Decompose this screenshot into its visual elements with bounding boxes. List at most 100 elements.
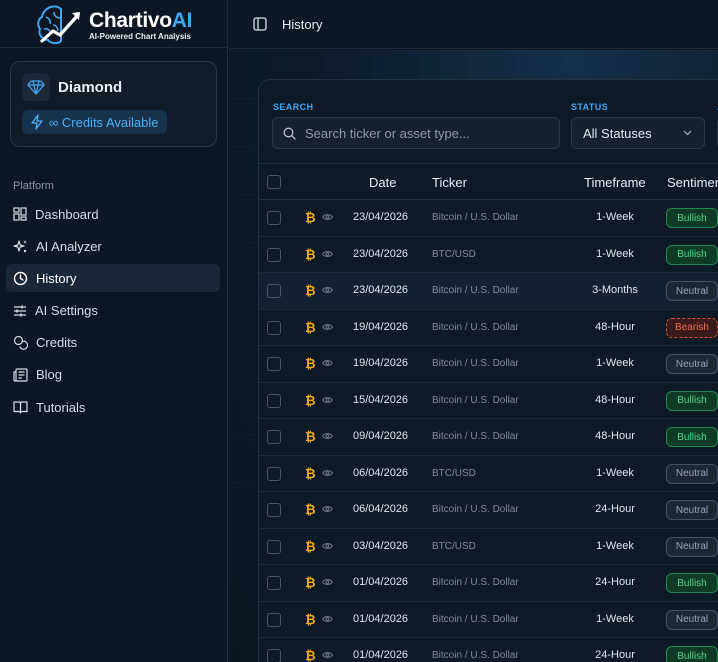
- column-header-timeframe[interactable]: Timeframe: [584, 175, 646, 190]
- column-header-date[interactable]: Date: [369, 175, 397, 190]
- sidebar-item-dashboard[interactable]: Dashboard: [6, 200, 220, 228]
- table-row[interactable]: ₿ 15/04/2026 Bitcoin / U.S. Dollar 48-Hour B…: [259, 383, 718, 419]
- brand-tagline: AI-Powered Chart Analysis: [89, 32, 191, 41]
- column-header-ticker[interactable]: Ticker: [432, 175, 467, 190]
- table-row[interactable]: ₿ 23/04/2026 BTC/USD 1-Week Bullish: [259, 237, 718, 273]
- page-title: History: [282, 17, 323, 32]
- table-row[interactable]: ₿ 06/04/2026 BTC/USD 1-Week Neutral: [259, 456, 718, 492]
- table-row[interactable]: ₿ 19/04/2026 Bitcoin / U.S. Dollar 48-Hour B…: [259, 310, 718, 346]
- row-timeframe: 48-Hour: [595, 320, 635, 333]
- table-row[interactable]: ₿ 03/04/2026 BTC/USD 1-Week Neutral: [259, 529, 718, 565]
- row-checkbox[interactable]: [267, 466, 281, 481]
- row-checkbox[interactable]: [267, 393, 281, 408]
- sidebar-item-ai-analyzer[interactable]: AI Analyzer: [6, 232, 220, 260]
- row-checkbox[interactable]: [267, 284, 281, 298]
- sidebar-item-label: Credits: [36, 335, 78, 351]
- sidebar-item-history[interactable]: History: [6, 264, 220, 293]
- search-input[interactable]: [305, 118, 555, 148]
- row-checkbox[interactable]: [267, 612, 281, 627]
- row-checkbox[interactable]: [267, 539, 281, 554]
- row-checkbox[interactable]: [267, 211, 281, 225]
- row-checkbox[interactable]: [267, 576, 281, 590]
- eye-icon[interactable]: [322, 286, 333, 294]
- row-ticker: BTC/USD: [432, 248, 476, 260]
- search-field[interactable]: [272, 117, 560, 149]
- sidebar-item-label: Tutorials: [36, 399, 86, 415]
- eye-icon[interactable]: [322, 250, 333, 258]
- brand-name: ChartivoAI: [89, 9, 193, 32]
- row-ticker: Bitcoin / U.S. Dollar: [432, 650, 519, 661]
- row-timeframe: 24-Hour: [595, 649, 635, 661]
- eye-icon[interactable]: [322, 396, 333, 404]
- logo-area[interactable]: ChartivoAI AI-Powered Chart Analysis: [0, 0, 228, 48]
- row-ticker: Bitcoin / U.S. Dollar: [432, 321, 519, 333]
- sidebar-item-blog[interactable]: Blog: [6, 361, 220, 389]
- select-all-checkbox[interactable]: [267, 175, 281, 189]
- row-timeframe: 48-Hour: [595, 393, 635, 406]
- table-header: Date Ticker Timeframe Sentiment: [259, 164, 718, 200]
- row-checkbox[interactable]: [267, 649, 281, 662]
- sentiment-badge: Neutral: [666, 354, 718, 374]
- status-select[interactable]: All Statuses: [571, 117, 705, 149]
- bitcoin-icon: ₿: [305, 210, 316, 225]
- row-timeframe: 3-Months: [592, 284, 638, 296]
- row-ticker: Bitcoin / U.S. Dollar: [432, 431, 519, 442]
- sliders-icon: [14, 305, 26, 317]
- bitcoin-icon: ₿: [305, 502, 316, 517]
- eye-icon[interactable]: [322, 432, 333, 440]
- coins-icon: [13, 336, 28, 351]
- eye-icon[interactable]: [322, 578, 333, 586]
- bitcoin-icon: ₿: [305, 575, 316, 590]
- table-row[interactable]: ₿ 23/04/2026 Bitcoin / U.S. Dollar 1-Week Bu…: [259, 200, 718, 237]
- row-ticker: Bitcoin / U.S. Dollar: [432, 285, 519, 296]
- brain-chart-logo-icon: [37, 5, 80, 45]
- eye-icon[interactable]: [322, 213, 333, 221]
- sentiment-badge: Bullish: [666, 208, 718, 228]
- eye-icon[interactable]: [322, 323, 333, 331]
- search-icon: [283, 127, 296, 140]
- row-checkbox[interactable]: [267, 247, 281, 262]
- row-timeframe: 24-Hour: [595, 503, 635, 515]
- row-timeframe: 1-Week: [596, 539, 634, 552]
- row-timeframe: 24-Hour: [595, 576, 635, 588]
- row-checkbox[interactable]: [267, 320, 281, 335]
- row-timeframe: 48-Hour: [595, 430, 635, 442]
- sidebar-item-label: History: [36, 270, 77, 286]
- table-row[interactable]: ₿ 01/04/2026 Bitcoin / U.S. Dollar 24-Hour B…: [259, 638, 718, 662]
- sidebar-toggle-icon[interactable]: [253, 17, 267, 31]
- eye-icon[interactable]: [322, 542, 333, 550]
- row-checkbox[interactable]: [267, 430, 281, 444]
- sidebar-item-tutorials[interactable]: Tutorials: [6, 393, 220, 421]
- sentiment-badge: Bullish: [666, 573, 718, 593]
- credits-label: ∞ Credits Available: [49, 114, 159, 130]
- sidebar-item-ai-settings[interactable]: AI Settings: [6, 297, 220, 325]
- sentiment-badge: Bullish: [666, 427, 718, 447]
- table-row[interactable]: ₿ 01/04/2026 Bitcoin / U.S. Dollar 1-Week Ne…: [259, 602, 718, 638]
- credits-badge[interactable]: ∞ Credits Available: [22, 110, 168, 134]
- eye-icon[interactable]: [322, 615, 333, 623]
- row-checkbox[interactable]: [267, 503, 281, 517]
- eye-icon[interactable]: [322, 651, 333, 659]
- table-row[interactable]: ₿ 09/04/2026 Bitcoin / U.S. Dollar 48-Hour B…: [259, 419, 718, 456]
- eye-icon[interactable]: [322, 505, 333, 513]
- top-header: History: [229, 0, 718, 49]
- bitcoin-icon: ₿: [305, 392, 316, 408]
- sidebar-item-credits[interactable]: Credits: [6, 329, 220, 357]
- row-ticker: Bitcoin / U.S. Dollar: [432, 613, 519, 625]
- search-label: SEARCH: [273, 102, 314, 112]
- table-row[interactable]: ₿ 06/04/2026 Bitcoin / U.S. Dollar 24-Hour N…: [259, 492, 718, 529]
- sentiment-badge: Neutral: [666, 463, 718, 484]
- table-body: ₿ 23/04/2026 Bitcoin / U.S. Dollar 1-Week Bu…: [259, 200, 718, 662]
- sidebar: ChartivoAI AI-Powered Chart Analysis Dia…: [0, 0, 228, 662]
- column-header-sentiment[interactable]: Sentiment: [667, 175, 718, 190]
- table-row[interactable]: ₿ 19/04/2026 Bitcoin / U.S. Dollar 1-Week Ne…: [259, 346, 718, 383]
- main-content: SEARCH STATUS All Statuses A Date Ticker…: [229, 50, 718, 662]
- table-row[interactable]: ₿ 23/04/2026 Bitcoin / U.S. Dollar 3-Months…: [259, 273, 718, 310]
- eye-icon[interactable]: [322, 469, 333, 477]
- table-row[interactable]: ₿ 01/04/2026 Bitcoin / U.S. Dollar 24-Hour B…: [259, 565, 718, 602]
- eye-icon[interactable]: [322, 359, 333, 367]
- row-date: 23/04/2026: [353, 211, 409, 223]
- row-checkbox[interactable]: [267, 357, 281, 371]
- row-date: 09/04/2026: [353, 430, 409, 442]
- sentiment-badge: Bearish: [666, 317, 718, 338]
